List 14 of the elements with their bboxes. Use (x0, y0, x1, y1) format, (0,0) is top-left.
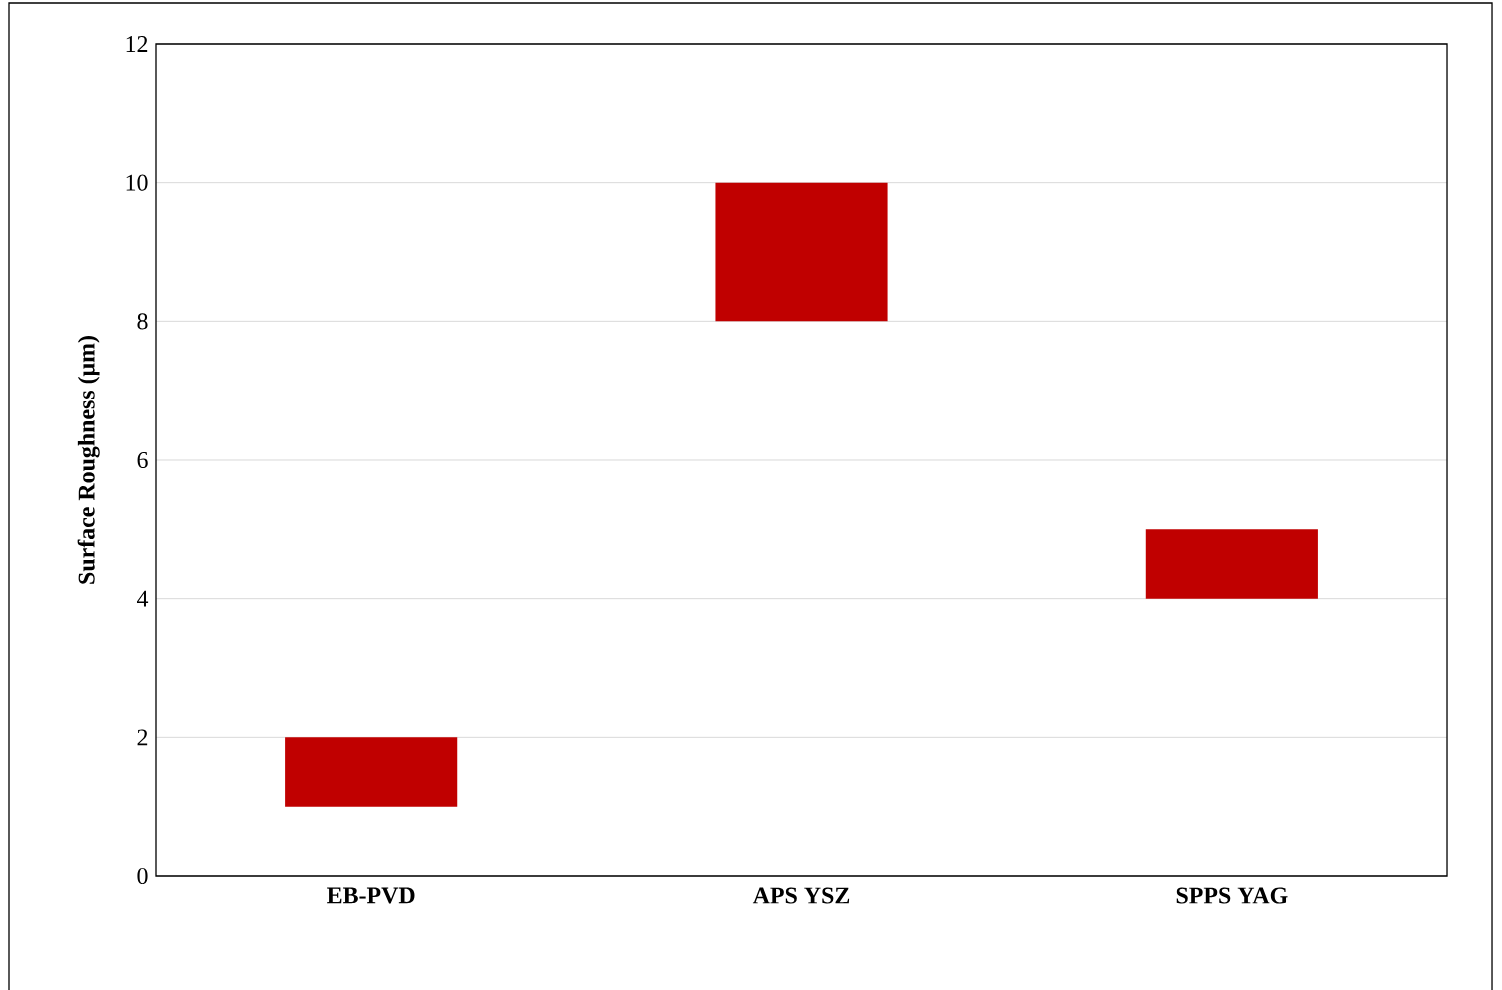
y-axis-title: Surface Roughness (μm) (77, 336, 100, 584)
x-tick-label: EB-PVD (327, 887, 415, 904)
x-tick-label: APS YSZ (752, 887, 850, 904)
y-tick-label: 4 (136, 590, 149, 607)
y-tick-label: 10 (126, 174, 148, 191)
y-tick-label: 8 (137, 313, 148, 330)
bar (285, 737, 458, 807)
bar (715, 182, 888, 322)
x-tick-label: SPPS YAG (1176, 887, 1288, 904)
y-tick-label: 12 (126, 36, 148, 52)
y-tick-label: 0 (137, 867, 148, 885)
y-tick-label: 2 (137, 729, 148, 746)
y-tick-label: 6 (137, 451, 148, 469)
bar (1145, 529, 1318, 599)
